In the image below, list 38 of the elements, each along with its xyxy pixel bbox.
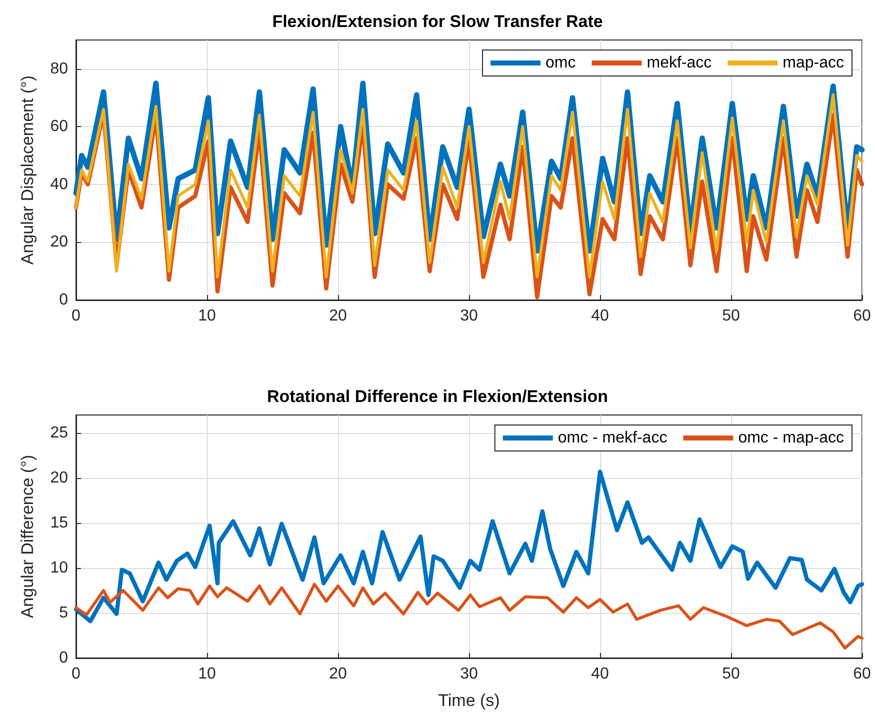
y-tick-label: 10 bbox=[50, 560, 68, 576]
x-tick-label: 40 bbox=[591, 666, 609, 682]
y-tick-label: 60 bbox=[50, 118, 68, 136]
x-tick-label: 50 bbox=[722, 666, 740, 682]
line-series bbox=[74, 582, 864, 650]
x-tick-label: 20 bbox=[329, 666, 347, 682]
legend-label: omc - mekf-acc bbox=[558, 430, 668, 446]
chart-title: Flexion/Extension for Slow Transfer Rate bbox=[272, 12, 603, 31]
y-axis-title: Angular Displacement (°) bbox=[18, 75, 37, 265]
x-tick-label: 30 bbox=[460, 308, 478, 324]
x-tick-label: 60 bbox=[853, 308, 871, 324]
y-tick-label: 0 bbox=[59, 292, 68, 308]
y-tick-label: 20 bbox=[50, 234, 68, 251]
y-tick-label: 80 bbox=[50, 60, 68, 78]
y-tick-label: 0 bbox=[59, 650, 68, 666]
chart-title: Rotational Difference in Flexion/Extension bbox=[267, 387, 608, 406]
x-tick-label: 30 bbox=[460, 666, 478, 682]
y-tick-label: 5 bbox=[59, 604, 68, 622]
line-series bbox=[74, 470, 864, 624]
y-tick-label: 20 bbox=[50, 470, 68, 486]
x-tick-label: 50 bbox=[722, 308, 740, 324]
x-tick-label: 20 bbox=[329, 308, 347, 324]
y-tick-label: 40 bbox=[50, 176, 68, 193]
x-tick-label: 40 bbox=[591, 308, 609, 324]
line-series bbox=[74, 93, 864, 278]
x-tick-label: 0 bbox=[72, 666, 81, 682]
y-tick-label: 15 bbox=[50, 514, 68, 532]
x-tick-label: 10 bbox=[198, 308, 216, 324]
legend-label: mekf-acc bbox=[646, 54, 712, 72]
x-axis-title: Time (s) bbox=[438, 691, 500, 710]
y-tick-label: 25 bbox=[50, 424, 68, 442]
x-tick-label: 0 bbox=[72, 308, 81, 324]
x-tick-label: 10 bbox=[198, 666, 216, 682]
legend-label: map-acc bbox=[782, 54, 844, 72]
legend-label: omc - map-acc bbox=[738, 430, 844, 446]
x-tick-label: 60 bbox=[853, 666, 871, 682]
legend-label: omc bbox=[546, 54, 576, 72]
y-axis-title: Angular Difference (°) bbox=[18, 454, 37, 618]
